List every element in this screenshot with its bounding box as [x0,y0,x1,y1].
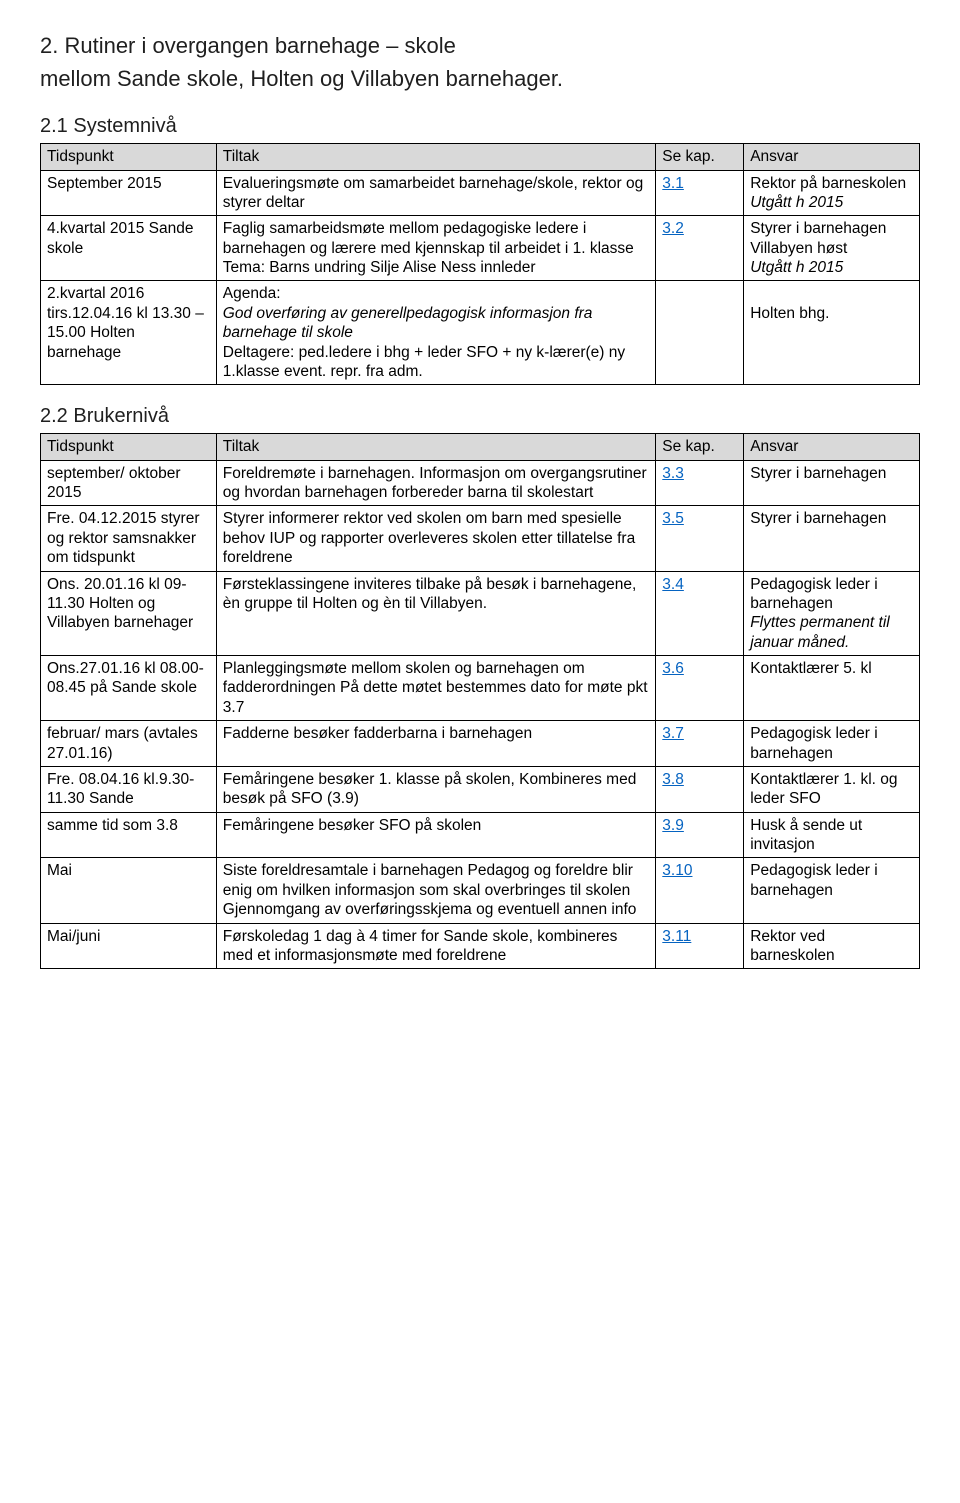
cell-tidspunkt: Fre. 04.12.2015 styrer og rektor samsnak… [41,506,217,571]
cell-tidspunkt: 2.kvartal 2016 tirs.12.04.16 kl 13.30 – … [41,281,217,385]
cell-tiltak: Førskoledag 1 dag à 4 timer for Sande sk… [216,923,656,969]
cell-ansvar: Holten bhg. [744,281,920,385]
section-2-1-heading: 2.1 Systemnivå [40,113,920,139]
cell-ansvar: Kontaktlærer 5. kl [744,656,920,721]
cell-sekap: 3.1 [656,170,744,216]
ansvar-text: Holten bhg. [750,305,829,322]
cell-tiltak: Førsteklassingene inviteres tilbake på b… [216,571,656,656]
cell-sekap: 3.6 [656,656,744,721]
cell-sekap [656,281,744,385]
cell-tiltak: Planleggingsmøte mellom skolen og barneh… [216,656,656,721]
kap-link[interactable]: 3.8 [662,771,684,788]
ansvar-text: Styrer i barnehagen Villabyen høst [750,220,886,256]
cell-tiltak: Styrer informerer rektor ved skolen om b… [216,506,656,571]
cell-ansvar: Rektor på barneskolen Utgått h 2015 [744,170,920,216]
table-row: samme tid som 3.8 Femåringene besøker SF… [41,812,920,858]
cell-sekap: 3.5 [656,506,744,571]
kap-link[interactable]: 3.4 [662,576,684,593]
kap-link[interactable]: 3.3 [662,465,684,482]
cell-sekap: 3.2 [656,216,744,281]
cell-tidspunkt: samme tid som 3.8 [41,812,217,858]
table-systemniva: Tidspunkt Tiltak Se kap. Ansvar Septembe… [40,143,920,385]
cell-sekap: 3.7 [656,721,744,767]
table-row: Mai Siste foreldresamtale i barnehagen P… [41,858,920,923]
page-title: 2. Rutiner i overgangen barnehage – skol… [40,32,920,61]
cell-ansvar: Kontaktlærer 1. kl. og leder SFO [744,766,920,812]
cell-tidspunkt: februar/ mars (avtales 27.01.16) [41,721,217,767]
cell-tiltak: Femåringene besøker SFO på skolen [216,812,656,858]
col-tidspunkt: Tidspunkt [41,434,217,460]
cell-ansvar: Husk å sende ut invitasjon [744,812,920,858]
cell-tidspunkt: september/ oktober 2015 [41,460,217,506]
ansvar-note: Utgått h 2015 [750,259,843,276]
cell-ansvar: Pedagogisk leder i barnehagen [744,858,920,923]
col-ansvar: Ansvar [744,434,920,460]
ansvar-note: Flyttes permanent til januar måned. [750,614,890,650]
section-2-2-heading: 2.2 Brukernivå [40,403,920,429]
kap-link[interactable]: 3.10 [662,862,692,879]
cell-sekap: 3.8 [656,766,744,812]
cell-ansvar: Pedagogisk leder i barnehagen Flyttes pe… [744,571,920,656]
cell-tiltak: Evalueringsmøte om samarbeidet barnehage… [216,170,656,216]
col-sekap: Se kap. [656,434,744,460]
kap-link[interactable]: 3.9 [662,817,684,834]
kap-link[interactable]: 3.11 [662,928,691,945]
table-brukerniva: Tidspunkt Tiltak Se kap. Ansvar septembe… [40,433,920,969]
page-subtitle: mellom Sande skole, Holten og Villabyen … [40,65,920,94]
table-row: 2.kvartal 2016 tirs.12.04.16 kl 13.30 – … [41,281,920,385]
kap-link[interactable]: 3.6 [662,660,684,677]
table-row: Ons.27.01.16 kl 08.00-08.45 på Sande sko… [41,656,920,721]
agenda-label: Agenda: [223,285,281,302]
agenda-deltagere: Deltagere: ped.ledere i bhg + leder SFO … [223,344,625,380]
cell-tidspunkt: September 2015 [41,170,217,216]
cell-sekap: 3.3 [656,460,744,506]
col-ansvar: Ansvar [744,144,920,170]
cell-tidspunkt: Fre. 08.04.16 kl.9.30-11.30 Sande [41,766,217,812]
ansvar-text: Pedagogisk leder i barnehagen [750,576,878,612]
cell-ansvar: Pedagogisk leder i barnehagen [744,721,920,767]
col-tiltak: Tiltak [216,434,656,460]
col-tidspunkt: Tidspunkt [41,144,217,170]
kap-link[interactable]: 3.1 [662,175,684,192]
table-header-row: Tidspunkt Tiltak Se kap. Ansvar [41,144,920,170]
cell-tiltak: Siste foreldresamtale i barnehagen Pedag… [216,858,656,923]
table-row: Fre. 04.12.2015 styrer og rektor samsnak… [41,506,920,571]
table-row: September 2015 Evalueringsmøte om samarb… [41,170,920,216]
cell-sekap: 3.4 [656,571,744,656]
cell-ansvar: Styrer i barnehagen [744,506,920,571]
cell-tiltak: Agenda: God overføring av generellpedago… [216,281,656,385]
table-row: februar/ mars (avtales 27.01.16) Faddern… [41,721,920,767]
cell-tiltak: Faglig samarbeidsmøte mellom pedagogiske… [216,216,656,281]
cell-sekap: 3.11 [656,923,744,969]
table-row: 4.kvartal 2015 Sande skole Faglig samarb… [41,216,920,281]
cell-ansvar: Styrer i barnehagen [744,460,920,506]
cell-tidspunkt: Mai/juni [41,923,217,969]
cell-sekap: 3.9 [656,812,744,858]
table-row: Mai/juni Førskoledag 1 dag à 4 timer for… [41,923,920,969]
col-sekap: Se kap. [656,144,744,170]
cell-tiltak: Femåringene besøker 1. klasse på skolen,… [216,766,656,812]
cell-tiltak: Foreldremøte i barnehagen. Informasjon o… [216,460,656,506]
kap-link[interactable]: 3.7 [662,725,684,742]
cell-ansvar: Rektor ved barneskolen [744,923,920,969]
kap-link[interactable]: 3.2 [662,220,684,237]
cell-tidspunkt: 4.kvartal 2015 Sande skole [41,216,217,281]
cell-sekap: 3.10 [656,858,744,923]
col-tiltak: Tiltak [216,144,656,170]
table-row: Fre. 08.04.16 kl.9.30-11.30 Sande Femåri… [41,766,920,812]
cell-tiltak: Fadderne besøker fadderbarna i barnehage… [216,721,656,767]
table-header-row: Tidspunkt Tiltak Se kap. Ansvar [41,434,920,460]
table-row: september/ oktober 2015 Foreldremøte i b… [41,460,920,506]
table-row: Ons. 20.01.16 kl 09-11.30 Holten og Vill… [41,571,920,656]
cell-ansvar: Styrer i barnehagen Villabyen høst Utgåt… [744,216,920,281]
ansvar-note: Utgått h 2015 [750,194,843,211]
kap-link[interactable]: 3.5 [662,510,684,527]
agenda-body: God overføring av generellpedagogisk inf… [223,305,593,341]
cell-tidspunkt: Ons.27.01.16 kl 08.00-08.45 på Sande sko… [41,656,217,721]
cell-tidspunkt: Ons. 20.01.16 kl 09-11.30 Holten og Vill… [41,571,217,656]
cell-tidspunkt: Mai [41,858,217,923]
ansvar-text: Rektor på barneskolen [750,175,906,192]
